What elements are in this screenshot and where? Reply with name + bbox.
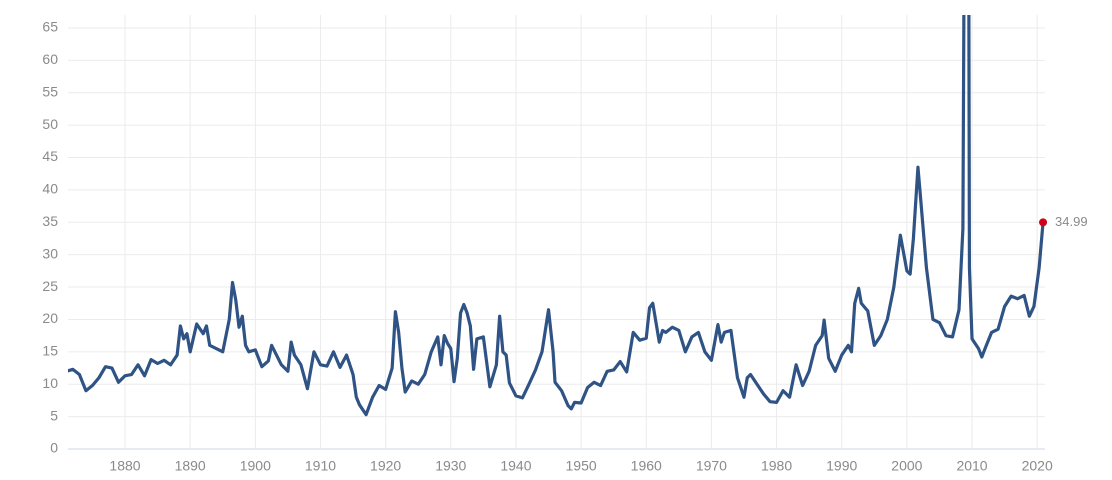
y-tick-label: 0 — [50, 440, 58, 456]
x-tick-label: 1970 — [696, 458, 727, 474]
y-tick-label: 20 — [42, 310, 58, 326]
y-tick-label: 10 — [42, 375, 58, 391]
y-tick-label: 65 — [42, 19, 58, 35]
last-value-label: 34.99 — [1055, 214, 1088, 229]
y-tick-label: 55 — [42, 83, 58, 99]
y-tick-label: 60 — [42, 51, 58, 67]
x-tick-label: 1930 — [435, 458, 466, 474]
x-tick-label: 1990 — [826, 458, 857, 474]
x-tick-label: 1910 — [305, 458, 336, 474]
x-tick-label: 1880 — [109, 458, 140, 474]
x-tick-label: 1920 — [370, 458, 401, 474]
y-tick-label: 15 — [42, 343, 58, 359]
y-tick-label: 40 — [42, 181, 58, 197]
data-line — [68, 15, 1045, 417]
y-tick-label: 50 — [42, 116, 58, 132]
x-tick-label: 1980 — [761, 458, 792, 474]
y-tick-label: 5 — [50, 407, 58, 423]
x-tick-label: 1890 — [175, 458, 206, 474]
last-point — [1039, 218, 1048, 227]
x-tick-label: 2020 — [1022, 458, 1053, 474]
x-tick-label: 2000 — [891, 458, 922, 474]
y-tick-label: 45 — [42, 148, 58, 164]
x-tick-label: 1950 — [566, 458, 597, 474]
x-tick-label: 1940 — [500, 458, 531, 474]
x-tick-label: 1900 — [240, 458, 271, 474]
y-tick-label: 25 — [42, 278, 58, 294]
y-tick-label: 30 — [42, 245, 58, 261]
x-tick-label: 1960 — [631, 458, 662, 474]
y-tick-label: 35 — [42, 213, 58, 229]
x-tick-label: 2010 — [956, 458, 987, 474]
